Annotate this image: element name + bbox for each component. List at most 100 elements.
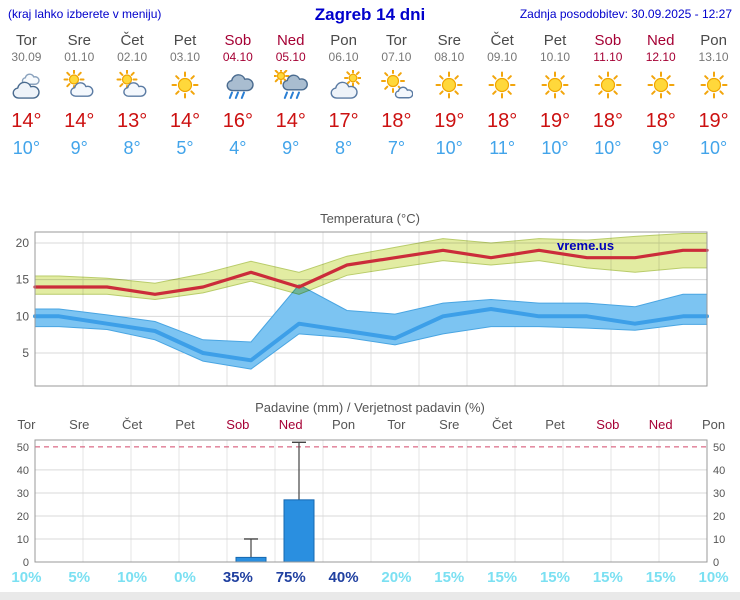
svg-text:50: 50 xyxy=(17,442,29,454)
precip-bar xyxy=(283,499,315,563)
day-name: Pet xyxy=(543,32,567,49)
precip-day-label: Sob xyxy=(596,417,620,432)
forecast-day-11: Pet 10.10 19° 10° xyxy=(529,32,582,159)
precip-probability: 35% xyxy=(222,569,253,586)
precip-day-label: Pet xyxy=(545,417,565,432)
weather-icon-cloudy-sun xyxy=(317,67,370,103)
precip-day-label: Čet xyxy=(492,417,513,432)
weather-icon-rain-sun xyxy=(264,67,317,103)
day-date: 09.10 xyxy=(487,50,518,64)
precip-day-label: Sre xyxy=(439,417,460,432)
rain-icon-svg xyxy=(226,74,254,99)
day-date: 07.10 xyxy=(381,50,412,64)
low-temp: 10° xyxy=(435,138,463,158)
precip-probability: 15% xyxy=(434,569,465,586)
weather-icon-partly-cloudy xyxy=(53,67,106,103)
high-temp: 14° xyxy=(11,110,42,132)
svg-text:0: 0 xyxy=(713,557,719,568)
day-name: Čet xyxy=(120,32,144,49)
low-temp: 11° xyxy=(489,138,516,158)
header: (kraj lahko izberete v meniju) Zagreb 14… xyxy=(0,0,740,24)
precip-probability: 10% xyxy=(698,569,729,586)
weather-icon-sunny xyxy=(476,67,529,103)
low-temp: 10° xyxy=(699,138,728,158)
forecast-strip: Tor 30.09 14° 10° Sre 01.10 14° 9° Čet 02.10 13° 8°… xyxy=(0,32,740,159)
partly-cloudy-icon-svg xyxy=(63,70,94,97)
vreme-us-watermark[interactable]: vreme.us xyxy=(557,238,615,253)
day-date: 30.09 xyxy=(11,50,42,64)
high-temp: 16° xyxy=(222,110,253,132)
forecast-day-3: Čet 02.10 13° 8° xyxy=(106,32,159,159)
precip-gridlines xyxy=(34,440,708,562)
precip-day-label: Čet xyxy=(122,417,143,432)
precipitation-probabilities: 10% 5% 10% 0% 35% 75% 40% 20% 15% 15% 15% 15% 15% 10% xyxy=(0,569,740,586)
day-name: Pet xyxy=(173,32,197,49)
high-temp: 13° xyxy=(117,110,148,132)
weather-icon-cloudy xyxy=(0,67,53,103)
high-temp: 14° xyxy=(64,110,95,132)
high-temp: 19° xyxy=(698,110,729,132)
day-date: 04.10 xyxy=(222,50,253,64)
high-temp: 18° xyxy=(381,110,412,132)
high-temp: 17° xyxy=(328,110,359,132)
temp-plot-frame xyxy=(34,231,708,387)
rain-sun-icon-svg xyxy=(273,70,308,99)
day-date: 03.10 xyxy=(169,50,200,64)
temperature-chart-title: Temperatura (°C) xyxy=(320,211,420,226)
low-temp: 4° xyxy=(229,138,247,158)
precip-day-label: Tor xyxy=(387,417,406,432)
weather-icon-sunny xyxy=(159,67,212,103)
page-title: Zagreb 14 dni xyxy=(314,5,426,24)
svg-text:40: 40 xyxy=(713,465,725,477)
high-temp: 18° xyxy=(487,110,518,132)
svg-text:40: 40 xyxy=(17,465,29,477)
svg-text:30: 30 xyxy=(713,488,725,500)
forecast-day-7: Pon 06.10 17° 8° xyxy=(317,32,370,159)
day-name: Tor xyxy=(16,32,37,49)
weather-icon-sunny xyxy=(634,67,687,103)
forecast-day-5: Sob 04.10 16° 4° xyxy=(211,32,264,159)
forecast-day-8: Tor 07.10 18° 7° xyxy=(370,32,423,159)
day-name: Tor xyxy=(386,32,407,49)
precip-probability: 40% xyxy=(328,569,359,586)
svg-text:50: 50 xyxy=(713,442,725,454)
location-menu-note: (kraj lahko izberete v meniju) xyxy=(8,7,162,21)
forecast-day-2: Sre 01.10 14° 9° xyxy=(53,32,106,159)
day-name: Čet xyxy=(490,32,514,49)
min-temp-line xyxy=(33,307,709,363)
day-date: 08.10 xyxy=(434,50,465,64)
weather-icon-sunny xyxy=(423,67,476,103)
last-updated: Zadnja posodobitev: 30.09.2025 - 12:27 xyxy=(519,7,732,21)
svg-text:10: 10 xyxy=(17,534,29,546)
high-temp: 18° xyxy=(645,110,676,132)
low-temp: 8° xyxy=(123,138,141,158)
precip-probability: 15% xyxy=(487,569,518,586)
day-date: 01.10 xyxy=(64,50,95,64)
day-date: 06.10 xyxy=(328,50,359,64)
precipitation-chart-title: Padavine (mm) / Verjetnost padavin (%) xyxy=(255,400,485,415)
svg-text:10: 10 xyxy=(16,309,30,323)
forecast-day-12: Sob 11.10 18° 10° xyxy=(581,32,634,159)
high-temp: 19° xyxy=(539,110,571,132)
low-temp: 10° xyxy=(594,138,622,158)
sunny-icon-svg xyxy=(488,71,516,99)
precip-plot-frame xyxy=(34,439,708,563)
low-temp: 9° xyxy=(652,138,670,158)
forecast-day-6: Ned 05.10 14° 9° xyxy=(264,32,317,159)
footer-strip xyxy=(0,592,740,600)
svg-text:0: 0 xyxy=(23,557,29,568)
precipitation-chart-svg: 0 0 10 10 20 20 30 30 40 40 50 50 xyxy=(17,439,726,569)
forecast-day-4: Pet 03.10 14° 5° xyxy=(159,32,212,159)
low-temp: 10° xyxy=(541,138,569,158)
precip-day-label: Tor xyxy=(17,417,36,432)
forecast-day-14: Pon 13.10 19° 10° xyxy=(687,32,740,159)
day-date: 11.10 xyxy=(593,50,623,64)
day-date: 12.10 xyxy=(645,50,676,64)
precip-y-axis-labels: 0 0 10 10 20 20 30 30 40 40 50 50 xyxy=(17,442,726,569)
temperature-chart: vreme.us 5 10 15 20 xyxy=(0,226,740,394)
sunny-icon-svg xyxy=(541,71,569,99)
temperature-chart-svg: 5 10 15 20 xyxy=(16,231,709,387)
weather-icon-rain xyxy=(211,67,264,103)
sunny-icon-svg xyxy=(435,71,463,99)
precip-day-label: Pon xyxy=(332,417,356,432)
